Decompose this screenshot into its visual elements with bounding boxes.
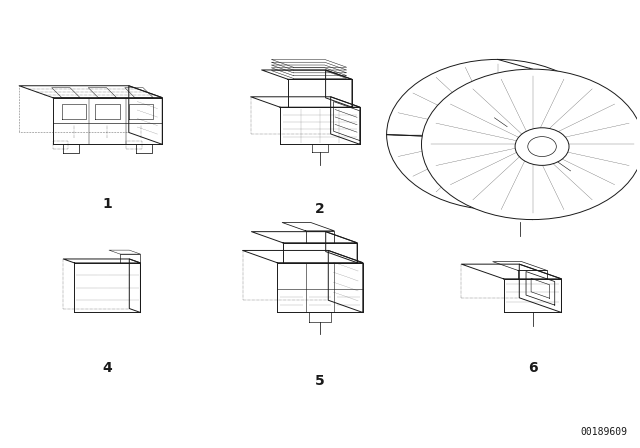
Ellipse shape bbox=[528, 137, 556, 156]
Text: 6: 6 bbox=[528, 361, 538, 375]
Ellipse shape bbox=[422, 69, 640, 220]
Ellipse shape bbox=[387, 60, 609, 210]
Text: 5: 5 bbox=[315, 374, 325, 388]
Text: 3: 3 bbox=[528, 202, 538, 215]
Ellipse shape bbox=[515, 128, 569, 165]
Text: 4: 4 bbox=[102, 361, 113, 375]
Text: 00189609: 00189609 bbox=[580, 427, 628, 437]
Text: 1: 1 bbox=[102, 197, 113, 211]
Text: 2: 2 bbox=[315, 202, 325, 215]
